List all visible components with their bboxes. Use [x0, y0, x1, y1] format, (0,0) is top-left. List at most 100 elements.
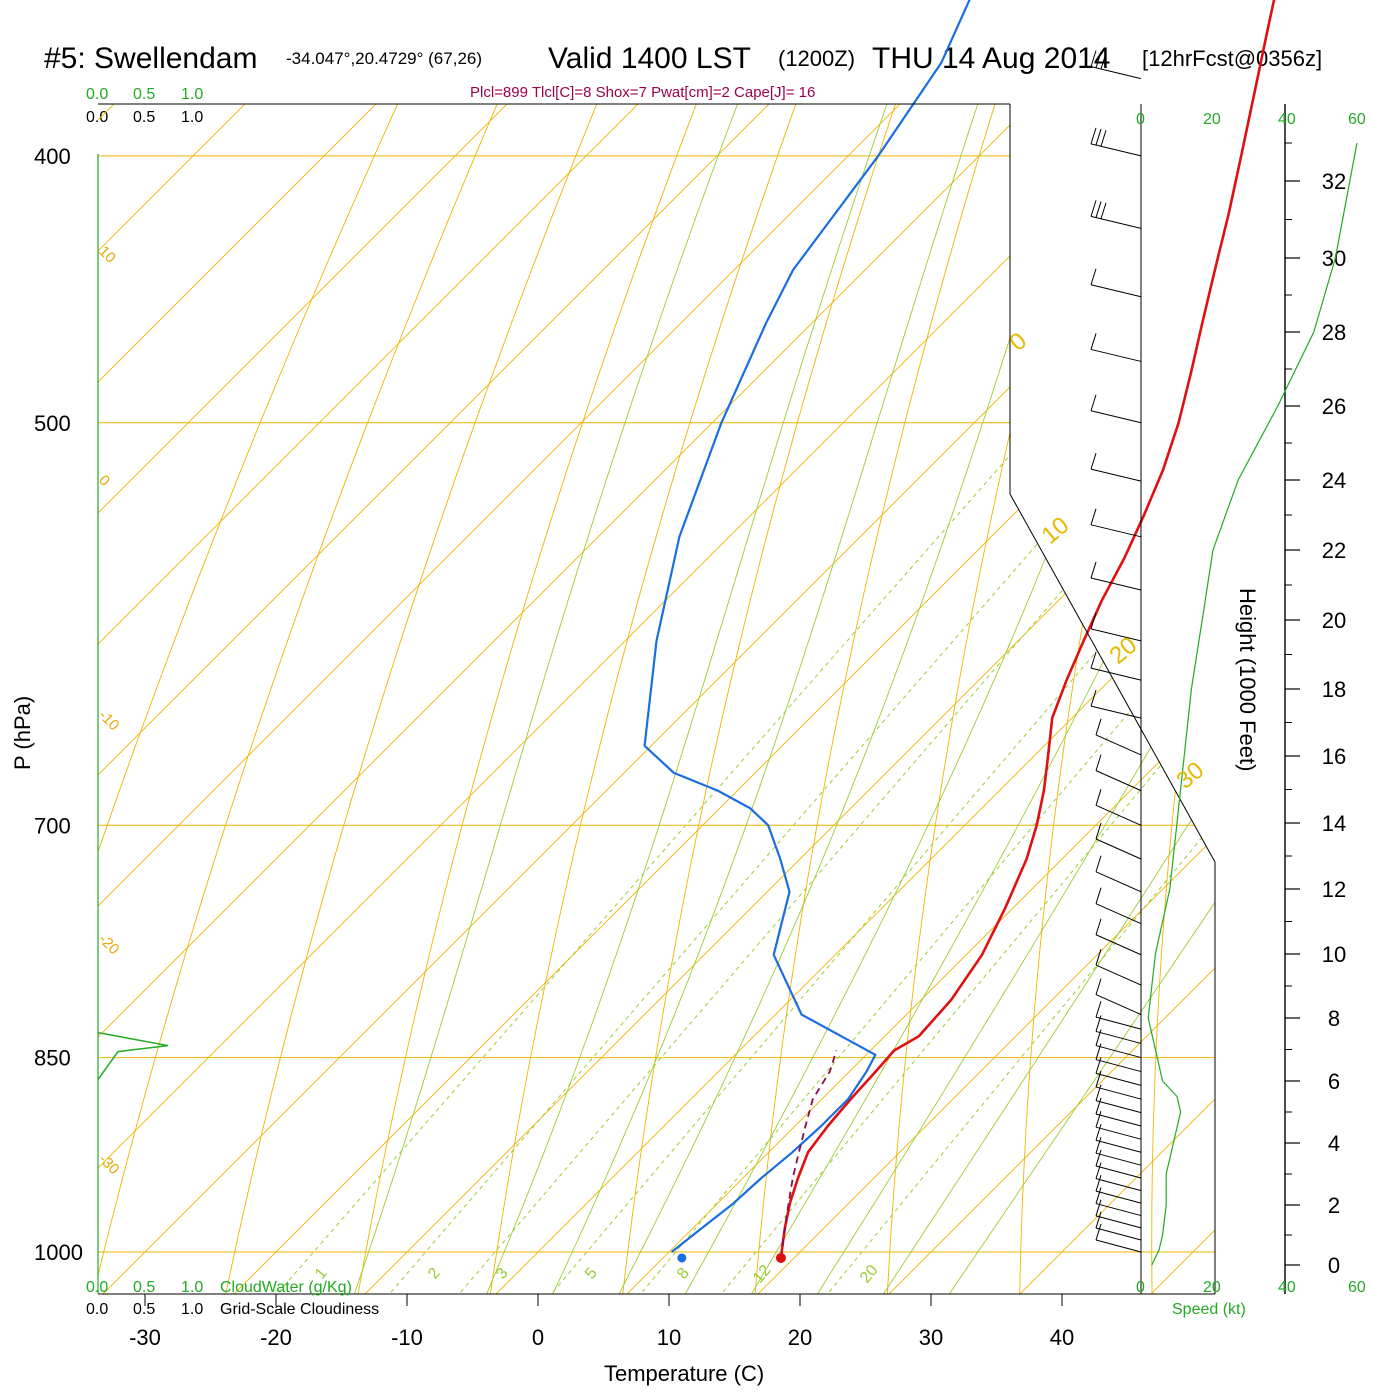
wind-barb-400	[1090, 127, 1142, 157]
barb-staff	[1090, 705, 1142, 719]
barb-feather	[1095, 1187, 1102, 1204]
wind-barb-720	[1095, 822, 1142, 860]
temperature-line	[779, 0, 1276, 1259]
wind-barb-600	[1090, 612, 1142, 642]
speed-top-0: 0	[1136, 111, 1145, 128]
wind-barb-375	[1090, 50, 1142, 80]
speed-scale-bottom: 0 20 40 60 Speed (kt)	[1136, 1279, 1366, 1318]
barb-feather	[1095, 1070, 1102, 1088]
wind-barb-620	[1090, 651, 1142, 681]
wind-barb-680	[1095, 754, 1142, 792]
barb-staff	[1095, 1030, 1142, 1044]
height-tick-0: 0	[1328, 1253, 1340, 1278]
dry-adiabat-300	[883, 104, 1215, 1294]
mixing-ratio-label-20: 20	[857, 1262, 882, 1287]
dry-adiabat-280	[614, 104, 1201, 1294]
barb-feather	[1095, 1137, 1102, 1154]
barb-feather	[1095, 1097, 1102, 1115]
speed-top-40: 40	[1278, 111, 1296, 128]
barb-feather	[1090, 50, 1097, 67]
isotherm--80	[98, 104, 1215, 1294]
cloud-water-profile	[97, 1031, 169, 1081]
height-tick-2: 2	[1328, 1193, 1340, 1218]
barb-feather	[1090, 508, 1097, 525]
wind-barb-900	[1095, 1097, 1142, 1127]
moist-adiabat-5	[544, 104, 1215, 1294]
barb-feather	[1095, 1057, 1102, 1074]
barb-feather	[1090, 651, 1097, 669]
bottom-black-0: 0.0	[86, 1301, 108, 1318]
wind-barb-760	[1095, 887, 1142, 925]
isotherm-label-10: 10	[95, 243, 119, 267]
wind-barb-980	[1095, 1199, 1142, 1229]
barb-staff	[1095, 1072, 1142, 1086]
wind-barb-525	[1090, 453, 1142, 482]
top-scale-green: 0.0 0.5 1.0	[86, 86, 203, 103]
speed-bottom-60: 60	[1348, 1279, 1366, 1296]
moist-adiabat-35	[937, 104, 1215, 1294]
moist-adiabat-15	[675, 104, 1215, 1294]
barb-staff	[1095, 1086, 1142, 1100]
wind-barb-850	[1095, 1029, 1142, 1059]
height-tick-24: 24	[1322, 468, 1346, 493]
temperature-axis: -30 -20 -10 0 10 20 30 40	[129, 1294, 1074, 1350]
wind-barb-500	[1090, 394, 1142, 424]
wind-barb-840	[1095, 1015, 1142, 1044]
station-title: #5: Swellendam	[44, 42, 257, 75]
barb-feather	[1100, 52, 1107, 70]
barb-feather	[1095, 1211, 1102, 1229]
top-scale-black: 0.0 0.5 1.0	[86, 109, 203, 126]
wind-barb-700	[1095, 789, 1142, 826]
barb-feather	[1095, 1223, 1102, 1241]
barb-staff	[1090, 410, 1142, 424]
moist-adiabat-10	[610, 104, 1215, 1294]
bottom-black-2: 1.0	[181, 1301, 203, 1318]
valid-time: Valid 1400 LST	[548, 42, 751, 75]
barb-staff	[1095, 1190, 1142, 1204]
barb-feather	[1095, 1124, 1102, 1141]
isotherm--30	[98, 104, 1215, 1294]
temp-tick--30: -30	[129, 1325, 161, 1350]
barb-staff	[1090, 348, 1142, 362]
barb-feather	[1090, 268, 1097, 285]
background-grid	[98, 104, 1215, 1294]
isotherm-20	[685, 104, 1215, 1294]
bottom-green-0: 0.0	[86, 1279, 108, 1296]
barb-feather	[1095, 128, 1102, 146]
moist-adiabat--10	[348, 104, 1073, 1294]
barb-staff	[1095, 1100, 1142, 1114]
plot-right-edge-slant	[1009, 493, 1216, 863]
upper-isotherm-label-30: 30	[1172, 757, 1210, 795]
barb-feather	[1095, 1084, 1102, 1101]
mixing-ratio-12	[707, 155, 1215, 1294]
height-tick-14: 14	[1322, 811, 1346, 836]
barb-feather	[1095, 1175, 1102, 1192]
mixing-ratio-5	[537, 155, 1215, 1294]
barb-staff	[1090, 215, 1142, 229]
barb-feather	[1095, 855, 1102, 872]
height-tick-30: 30	[1322, 246, 1346, 271]
wind-barb-550	[1090, 508, 1142, 538]
isotherm--60	[98, 104, 1215, 1294]
barb-feather	[1090, 127, 1097, 144]
height-tick-22: 22	[1322, 538, 1346, 563]
mixing-ratio-2	[375, 155, 1215, 1294]
wind-barb-780	[1095, 918, 1142, 956]
wind-barb-910	[1095, 1111, 1142, 1140]
wind-barb-990	[1095, 1211, 1142, 1241]
wind-barb-920	[1095, 1124, 1142, 1153]
barb-staff	[1095, 1045, 1142, 1059]
barb-staff	[1090, 577, 1142, 591]
stats-line: Plcl=899 Tlcl[C]=8 Shox=7 Pwat[cm]=2 Cap…	[470, 84, 815, 101]
mixing-ratio-label-8: 8	[674, 1265, 693, 1283]
isotherm-label--30: -30	[95, 1151, 122, 1178]
barb-feather	[1095, 1111, 1102, 1128]
height-tick-12: 12	[1322, 877, 1346, 902]
barb-feather	[1090, 689, 1097, 707]
barb-staff	[1095, 1165, 1142, 1179]
height-tick-8: 8	[1328, 1006, 1340, 1031]
isotherm--70	[98, 104, 1215, 1294]
barb-staff	[1095, 804, 1142, 826]
mixing-ratio-label-12: 12	[750, 1262, 775, 1287]
wind-barb-425	[1090, 200, 1142, 229]
